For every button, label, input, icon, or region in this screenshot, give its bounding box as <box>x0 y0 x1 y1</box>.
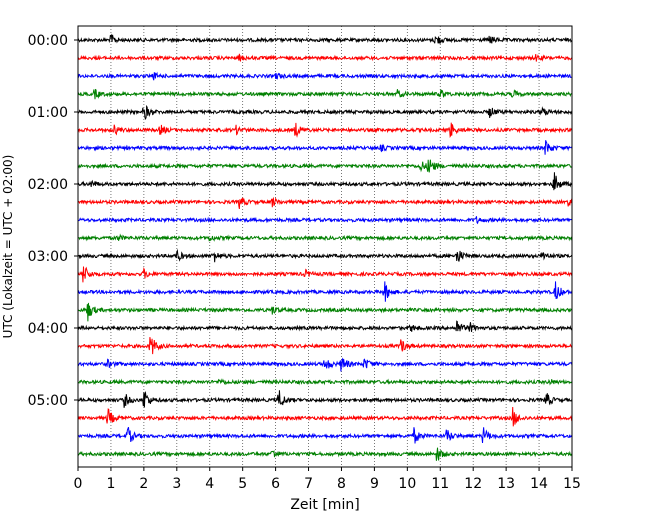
y-tick-label: 04:00 <box>28 321 68 337</box>
x-tick-label: 0 <box>74 476 83 492</box>
x-tick-label: 9 <box>370 476 379 492</box>
x-tick-label: 13 <box>497 476 515 492</box>
seismic-traces <box>77 33 573 461</box>
trace-0230 <box>77 216 573 225</box>
trace-0015 <box>77 53 573 62</box>
y-tick-label: 05:00 <box>28 393 68 409</box>
trace-0515 <box>77 407 573 427</box>
trace-0415 <box>77 337 573 355</box>
x-tick-label: 5 <box>238 476 247 492</box>
x-tick-label: 1 <box>106 476 115 492</box>
trace-0200 <box>77 172 573 191</box>
x-axis-ticks: 0 1 2 3 4 5 6 7 8 9 10 11 12 13 14 15 <box>74 467 581 492</box>
trace-0130 <box>77 140 573 155</box>
x-tick-label: 12 <box>464 476 482 492</box>
x-tick-label: 15 <box>563 476 581 492</box>
trace-0445 <box>77 378 573 386</box>
trace-0500 <box>77 390 573 408</box>
trace-0530 <box>77 427 573 444</box>
x-tick-label: 8 <box>337 476 346 492</box>
x-axis-label: Zeit [min] <box>290 497 359 513</box>
plot-frame <box>77 25 573 468</box>
y-tick-label: 02:00 <box>28 177 68 193</box>
trace-0045 <box>77 88 573 100</box>
x-tick-label: 7 <box>304 476 313 492</box>
trace-0000 <box>77 33 573 45</box>
x-tick-label: 6 <box>271 476 280 492</box>
trace-0215 <box>77 196 573 210</box>
trace-0545 <box>77 447 573 461</box>
trace-0245 <box>77 233 573 242</box>
y-tick-label: 03:00 <box>28 249 68 265</box>
trace-0030 <box>77 71 573 81</box>
trace-0430 <box>77 357 573 372</box>
y-tick-label: 01:00 <box>28 105 68 121</box>
trace-0345 <box>77 302 573 322</box>
y-axis-ticks: 00:00 01:00 02:00 03:00 04:00 05:00 <box>28 33 78 409</box>
x-tick-label: 10 <box>398 476 416 492</box>
trace-0145 <box>77 159 573 173</box>
x-tick-label: 2 <box>139 476 148 492</box>
trace-0115 <box>77 122 573 138</box>
y-tick-label: 00:00 <box>28 33 68 49</box>
x-tick-label: 11 <box>431 476 449 492</box>
trace-0330 <box>77 281 573 302</box>
x-tick-label: 14 <box>530 476 548 492</box>
trace-0100 <box>77 104 573 121</box>
x-tick-label: 4 <box>205 476 214 492</box>
x-tick-label: 3 <box>172 476 181 492</box>
trace-0300 <box>77 248 573 263</box>
trace-0400 <box>77 320 573 332</box>
y-axis-label: UTC (Lokalzeit = UTC + 02:00) <box>1 155 15 339</box>
trace-0315 <box>77 266 573 283</box>
